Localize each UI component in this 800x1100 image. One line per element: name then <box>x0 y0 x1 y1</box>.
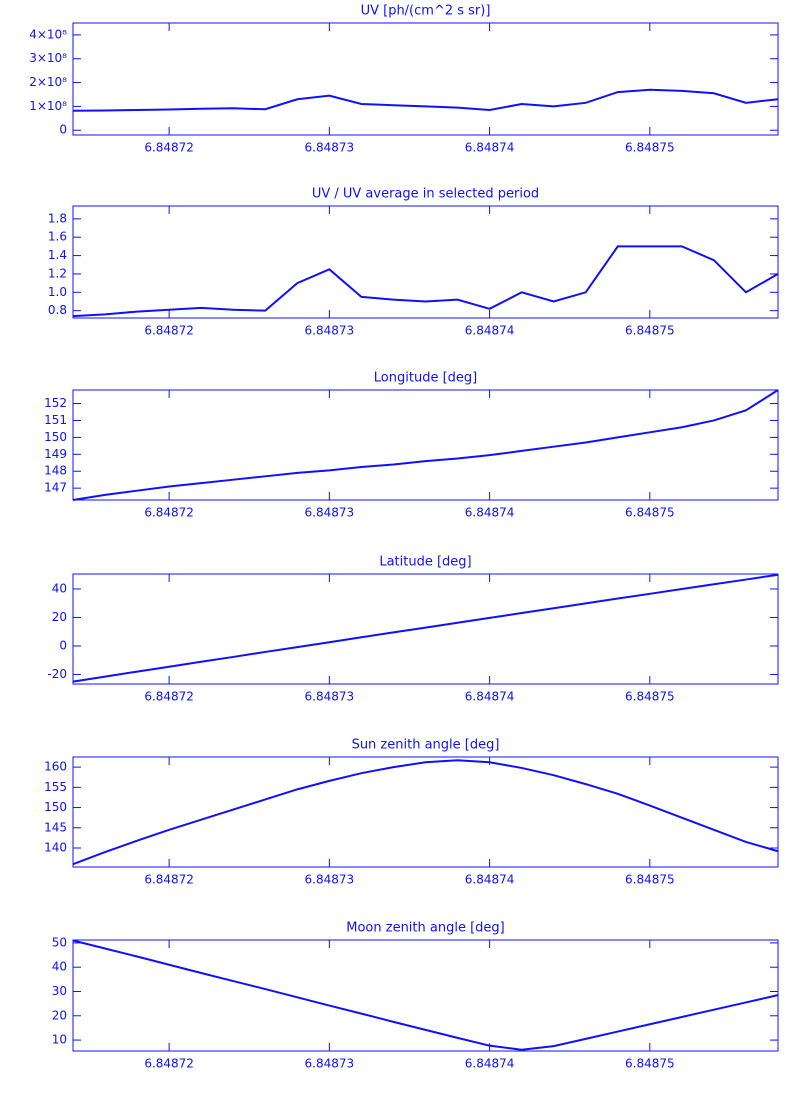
y-tick-label: 150 <box>44 430 67 444</box>
y-tick-label: 50 <box>52 935 67 949</box>
x-tick-label: 6.84873 <box>305 690 355 704</box>
x-tick-label: 6.84872 <box>144 1057 194 1071</box>
plot-frame <box>72 205 779 319</box>
y-tick-label: 4×10⁸ <box>29 27 67 41</box>
y-tick-label: 151 <box>44 413 67 427</box>
x-tick-label: 6.84872 <box>144 324 194 338</box>
y-tick-label: 3×10⁸ <box>29 51 67 65</box>
plot-frame <box>72 756 779 868</box>
y-tick-label: 20 <box>52 610 67 624</box>
x-tick-label: 6.84875 <box>625 324 675 338</box>
x-tick-label: 6.84872 <box>144 141 194 155</box>
data-line <box>72 245 779 318</box>
panel-title: UV / UV average in selected period <box>312 187 539 202</box>
x-tick-label: 6.84875 <box>625 690 675 704</box>
y-tick-label: 0 <box>59 638 67 652</box>
y-tick-label: 20 <box>52 1008 67 1022</box>
y-tick-label: 1.4 <box>48 248 67 262</box>
panel-title: UV [ph/(cm^2 s sr)] <box>361 4 491 19</box>
y-tick-label: 2×10⁸ <box>29 75 67 89</box>
panel-title: Moon zenith angle [deg] <box>346 921 504 936</box>
y-tick-label: 150 <box>44 800 67 814</box>
y-tick-label: 0.8 <box>48 303 67 317</box>
x-tick-label: 6.84873 <box>305 141 355 155</box>
panel-title: Sun zenith angle [deg] <box>352 738 500 753</box>
x-tick-label: 6.84874 <box>465 506 515 520</box>
x-tick-label: 6.84874 <box>465 873 515 887</box>
plot-frame <box>72 389 779 501</box>
panel-title: Latitude [deg] <box>379 555 471 570</box>
y-tick-label: 145 <box>44 820 67 834</box>
panel-title: Longitude [deg] <box>374 371 477 386</box>
x-tick-label: 6.84875 <box>625 141 675 155</box>
plot-frame <box>72 939 779 1052</box>
y-tick-label: -20 <box>47 667 67 681</box>
y-tick-label: 152 <box>44 396 67 410</box>
y-tick-label: 147 <box>44 481 67 495</box>
x-tick-label: 6.84874 <box>465 141 515 155</box>
x-tick-label: 6.84875 <box>625 1057 675 1071</box>
data-line <box>72 573 779 683</box>
x-tick-label: 6.84875 <box>625 873 675 887</box>
x-tick-label: 6.84874 <box>465 324 515 338</box>
data-line <box>72 939 779 1051</box>
x-tick-label: 6.84873 <box>305 324 355 338</box>
y-tick-label: 160 <box>44 760 67 774</box>
y-tick-label: 1.0 <box>48 285 67 299</box>
y-tick-label: 148 <box>44 464 67 478</box>
plot-frame <box>72 573 779 685</box>
y-tick-label: 1.2 <box>48 266 67 280</box>
y-tick-label: 40 <box>52 581 67 595</box>
y-tick-label: 1×10⁸ <box>29 99 67 113</box>
x-tick-label: 6.84872 <box>144 506 194 520</box>
y-tick-label: 40 <box>52 960 67 974</box>
x-tick-label: 6.84874 <box>465 1057 515 1071</box>
x-tick-label: 6.84872 <box>144 873 194 887</box>
data-line <box>72 389 779 501</box>
y-tick-label: 155 <box>44 780 67 794</box>
y-tick-label: 1.6 <box>48 230 67 244</box>
y-tick-label: 30 <box>52 984 67 998</box>
x-tick-label: 6.84872 <box>144 690 194 704</box>
data-line <box>72 88 779 112</box>
x-tick-label: 6.84873 <box>305 506 355 520</box>
x-tick-label: 6.84873 <box>305 873 355 887</box>
y-tick-label: 10 <box>52 1033 67 1047</box>
x-tick-label: 6.84875 <box>625 506 675 520</box>
x-tick-label: 6.84874 <box>465 690 515 704</box>
y-tick-label: 140 <box>44 840 67 854</box>
data-line <box>72 759 779 866</box>
y-tick-label: 149 <box>44 447 67 461</box>
x-tick-label: 6.84873 <box>305 1057 355 1071</box>
y-tick-label: 1.8 <box>48 211 67 225</box>
plot-frame <box>72 22 779 136</box>
y-tick-label: 0 <box>59 123 67 137</box>
